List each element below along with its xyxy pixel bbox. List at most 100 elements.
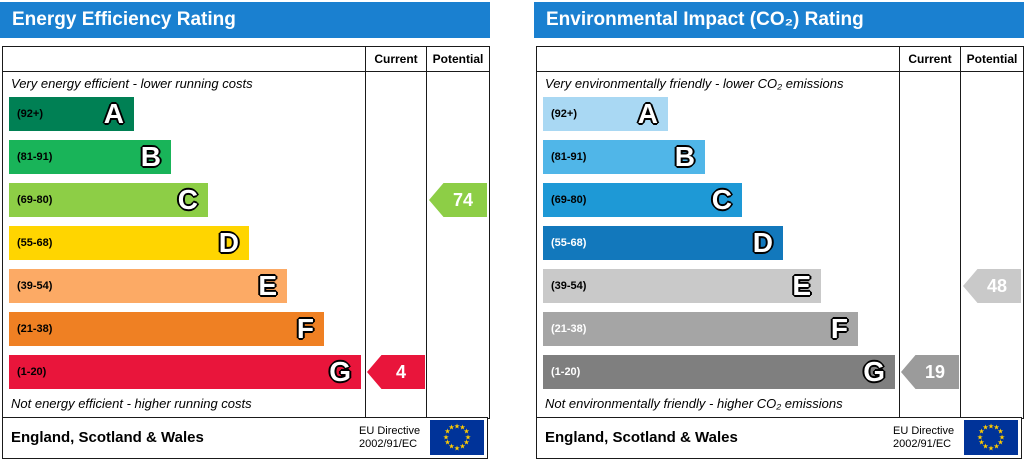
band-range-label: (1-20): [551, 366, 581, 378]
rating-band-f: (21-38) F: [543, 312, 858, 346]
region-label: England, Scotland & Wales: [11, 429, 204, 446]
current-column-header: Current: [908, 52, 952, 66]
band-range-label: (92+): [17, 108, 43, 120]
eu-flag-star: ★: [998, 433, 1006, 441]
current-column-divider: [365, 47, 366, 418]
potential-column-divider: [426, 47, 427, 418]
band-range-label: (92+): [551, 108, 577, 120]
rating-band-b: (81-91) B: [9, 140, 171, 174]
rating-band-g: (1-20) G: [9, 355, 361, 389]
eu-directive-line2: 2002/91/EC: [893, 438, 952, 450]
band-range-label: (39-54): [551, 280, 587, 292]
environmental-impact-title: Environmental Impact (CO₂) Rating: [534, 2, 1024, 38]
environmental-impact-table: Current Potential Very environmentally f…: [536, 46, 1024, 419]
eu-flag-star: ★: [987, 444, 995, 452]
eu-flag-star: ★: [453, 444, 461, 452]
eu-directive-line1: EU Directive: [359, 425, 421, 437]
potential-rating-arrow: 74: [429, 183, 487, 217]
eu-directive-label: EU Directive 2002/91/EC: [893, 425, 954, 451]
eu-directive-line1: EU Directive: [893, 425, 955, 437]
eu-flag-star: ★: [459, 442, 466, 451]
eu-flag-star: ★: [444, 438, 451, 447]
energy-efficiency-title: Energy Efficiency Rating: [0, 2, 490, 38]
eu-flag-star: ★: [978, 427, 985, 436]
bottom-note: Not energy efficient - higher running co…: [11, 396, 252, 411]
rating-band-d: (55-68) D: [543, 226, 783, 260]
top-note: Very environmentally friendly - lower CO…: [545, 76, 844, 91]
top-note: Very energy efficient - lower running co…: [11, 76, 253, 91]
current-column-divider: [899, 47, 900, 418]
eu-flag-star: ★: [453, 422, 461, 430]
rating-band-b: (81-91) B: [543, 140, 705, 174]
rating-band-a: (92+) A: [543, 97, 668, 131]
eu-flag-star: ★: [459, 423, 466, 432]
potential-column-header: Potential: [966, 52, 1018, 66]
eu-flag-star: ★: [993, 423, 1000, 432]
eu-flag-star: ★: [463, 438, 470, 447]
energy-efficiency-table: Current Potential Very energy efficient …: [2, 46, 490, 419]
eu-flag-icon: ★ ★ ★ ★ ★ ★ ★ ★ ★ ★ ★ ★: [964, 420, 1018, 455]
eu-flag-icon: ★ ★ ★ ★ ★ ★ ★ ★ ★ ★ ★ ★: [430, 420, 484, 455]
eu-flag-star: ★: [987, 422, 995, 430]
band-range-label: (1-20): [17, 366, 47, 378]
bottom-note: Not environmentally friendly - higher CO…: [545, 396, 843, 411]
header-row-divider: [537, 71, 1023, 72]
eu-flag-star: ★: [978, 438, 985, 447]
current-rating-arrow: 19: [901, 355, 959, 389]
band-range-label: (55-68): [551, 237, 587, 249]
environmental-impact-panel: Environmental Impact (CO₂) Rating Curren…: [534, 0, 1024, 460]
region-label: England, Scotland & Wales: [545, 429, 738, 446]
rating-band-c: (69-80) C: [543, 183, 742, 217]
potential-column-header: Potential: [432, 52, 484, 66]
band-range-label: (69-80): [551, 194, 587, 206]
band-range-label: (81-91): [17, 151, 53, 163]
eu-flag-star: ★: [448, 442, 455, 451]
energy-efficiency-panel: Energy Efficiency Rating Current Potenti…: [0, 0, 490, 460]
rating-band-d: (55-68) D: [9, 226, 249, 260]
band-range-label: (39-54): [17, 280, 53, 292]
band-letter: C: [177, 184, 198, 215]
band-letter: G: [329, 356, 351, 387]
rating-band-f: (21-38) F: [9, 312, 324, 346]
current-rating-arrow: 4: [367, 355, 425, 389]
band-letter: D: [752, 227, 773, 258]
band-letter: F: [296, 313, 314, 344]
eu-flag-star: ★: [464, 433, 472, 441]
band-range-label: (81-91): [551, 151, 587, 163]
band-letter: G: [863, 356, 885, 387]
potential-column-divider: [960, 47, 961, 418]
environmental-impact-footer: England, Scotland & Wales EU Directive 2…: [536, 417, 1022, 459]
band-letter: D: [218, 227, 239, 258]
band-letter: F: [830, 313, 848, 344]
rating-band-e: (39-54) E: [9, 269, 287, 303]
rating-band-e: (39-54) E: [543, 269, 821, 303]
eu-flag-star: ★: [997, 438, 1004, 447]
eu-directive-line2: 2002/91/EC: [359, 438, 418, 450]
header-row-divider: [3, 71, 489, 72]
eu-flag-star: ★: [442, 433, 450, 441]
eu-flag-star: ★: [982, 423, 989, 432]
band-letter: E: [258, 270, 277, 301]
eu-flag-star: ★: [997, 427, 1004, 436]
band-letter: B: [674, 141, 695, 172]
current-column-header: Current: [374, 52, 418, 66]
band-letter: C: [711, 184, 732, 215]
band-range-label: (55-68): [17, 237, 53, 249]
potential-rating-arrow: 48: [963, 269, 1021, 303]
eu-flag-star: ★: [993, 442, 1000, 451]
rating-band-c: (69-80) C: [9, 183, 208, 217]
eu-directive-label: EU Directive 2002/91/EC: [359, 425, 420, 451]
band-range-label: (69-80): [17, 194, 53, 206]
rating-band-a: (92+) A: [9, 97, 134, 131]
energy-efficiency-footer: England, Scotland & Wales EU Directive 2…: [2, 417, 488, 459]
rating-band-g: (1-20) G: [543, 355, 895, 389]
band-letter: B: [140, 141, 161, 172]
band-letter: A: [637, 98, 658, 129]
eu-flag-star: ★: [976, 433, 984, 441]
band-range-label: (21-38): [551, 323, 587, 335]
eu-flag-star: ★: [444, 427, 451, 436]
band-range-label: (21-38): [17, 323, 53, 335]
eu-flag-star: ★: [982, 442, 989, 451]
eu-flag-star: ★: [448, 423, 455, 432]
eu-flag-star: ★: [463, 427, 470, 436]
